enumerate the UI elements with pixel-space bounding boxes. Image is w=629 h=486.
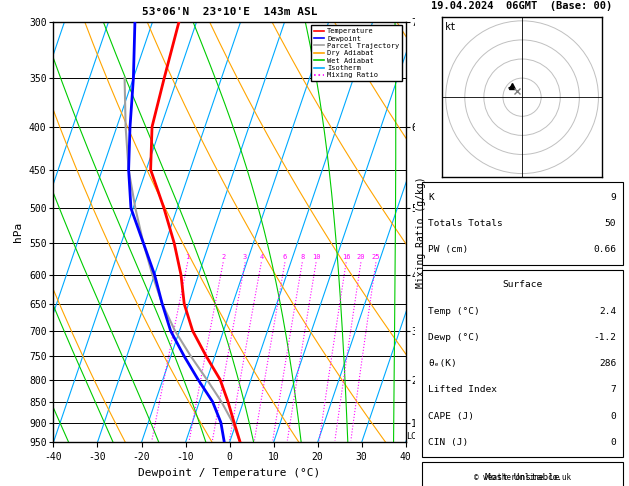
Text: 4: 4 [259,254,264,260]
Text: Lifted Index: Lifted Index [428,385,497,394]
Text: CAPE (J): CAPE (J) [428,412,474,420]
Text: Most Unstable: Most Unstable [485,473,559,482]
Text: 2: 2 [221,254,225,260]
Text: 2.4: 2.4 [599,307,616,315]
Text: 8: 8 [300,254,304,260]
Text: 20: 20 [357,254,365,260]
Text: 286: 286 [599,359,616,368]
Text: Surface: Surface [502,280,542,289]
Text: 0.66: 0.66 [593,245,616,254]
Text: 25: 25 [372,254,380,260]
Bar [421,182,623,265]
Text: 10: 10 [312,254,320,260]
Text: 1: 1 [186,254,190,260]
Bar [421,270,623,457]
Text: 19.04.2024  06GMT  (Base: 00): 19.04.2024 06GMT (Base: 00) [431,1,613,12]
X-axis label: Dewpoint / Temperature (°C): Dewpoint / Temperature (°C) [138,468,321,478]
Text: Totals Totals: Totals Totals [428,219,503,228]
Legend: Temperature, Dewpoint, Parcel Trajectory, Dry Adiabat, Wet Adiabat, Isotherm, Mi: Temperature, Dewpoint, Parcel Trajectory… [311,25,402,81]
Text: 3: 3 [243,254,247,260]
Bar [421,462,623,486]
Text: PW (cm): PW (cm) [428,245,468,254]
Text: -1.2: -1.2 [593,333,616,342]
Text: θₑ(K): θₑ(K) [428,359,457,368]
Text: K: K [428,193,434,202]
Text: 16: 16 [342,254,350,260]
Text: 0: 0 [610,412,616,420]
Text: LCL: LCL [406,432,421,441]
Text: CIN (J): CIN (J) [428,438,468,447]
Text: Mixing Ratio (g/kg): Mixing Ratio (g/kg) [416,176,426,288]
Text: 7: 7 [610,385,616,394]
Text: Temp (°C): Temp (°C) [428,307,480,315]
Text: Dewp (°C): Dewp (°C) [428,333,480,342]
Text: 6: 6 [283,254,287,260]
Text: © weatheronline.co.uk: © weatheronline.co.uk [474,473,571,482]
Text: kt: kt [445,22,457,32]
Text: 50: 50 [604,219,616,228]
Text: 53°06'N  23°10'E  143m ASL: 53°06'N 23°10'E 143m ASL [142,7,318,17]
Y-axis label: hPa: hPa [13,222,23,242]
Y-axis label: km
ASL: km ASL [420,221,438,243]
Text: 0: 0 [610,438,616,447]
Text: 9: 9 [610,193,616,202]
